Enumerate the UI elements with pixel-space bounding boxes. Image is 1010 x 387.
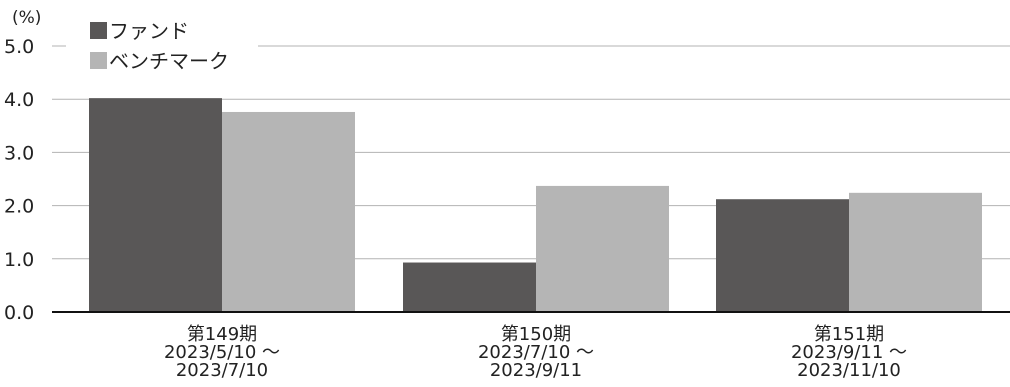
x-tick-label: 2023/11/10 <box>797 360 901 381</box>
legend-label: ベンチマーク <box>109 49 229 73</box>
x-tick-label: 2023/9/11 <box>490 360 582 381</box>
y-tick-label: 1.0 <box>4 249 34 271</box>
y-tick-label: 4.0 <box>4 89 34 111</box>
bar-benchmark <box>222 111 355 312</box>
x-tick-label: 第150期 <box>501 324 571 345</box>
y-tick-label: 5.0 <box>4 36 34 58</box>
bar-benchmark <box>849 192 982 312</box>
bar-fund <box>716 199 849 312</box>
bar-layer <box>89 98 982 312</box>
x-tick-label: 2023/9/11 ～ <box>791 342 907 363</box>
bar-fund <box>403 262 536 312</box>
bar-fund <box>89 98 222 312</box>
x-tick-label: 第149期 <box>187 324 257 345</box>
y-axis: 0.0 1.0 2.0 3.0 4.0 5.0 <box>4 36 34 324</box>
x-tick-label: 第151期 <box>814 324 884 345</box>
y-axis-unit-label: (%) <box>12 8 41 28</box>
legend-label: ファンド <box>109 19 189 43</box>
x-tick-label: 2023/5/10 ～ <box>164 342 280 363</box>
x-tick-label: 2023/7/10 ～ <box>478 342 594 363</box>
legend-swatch <box>90 52 107 69</box>
y-tick-label: 2.0 <box>4 196 34 218</box>
x-tick-label: 2023/7/10 <box>176 360 268 381</box>
y-tick-label: 3.0 <box>4 142 34 164</box>
bar-benchmark <box>536 185 669 312</box>
y-tick-label: 0.0 <box>4 302 34 324</box>
legend-swatch <box>90 22 107 39</box>
